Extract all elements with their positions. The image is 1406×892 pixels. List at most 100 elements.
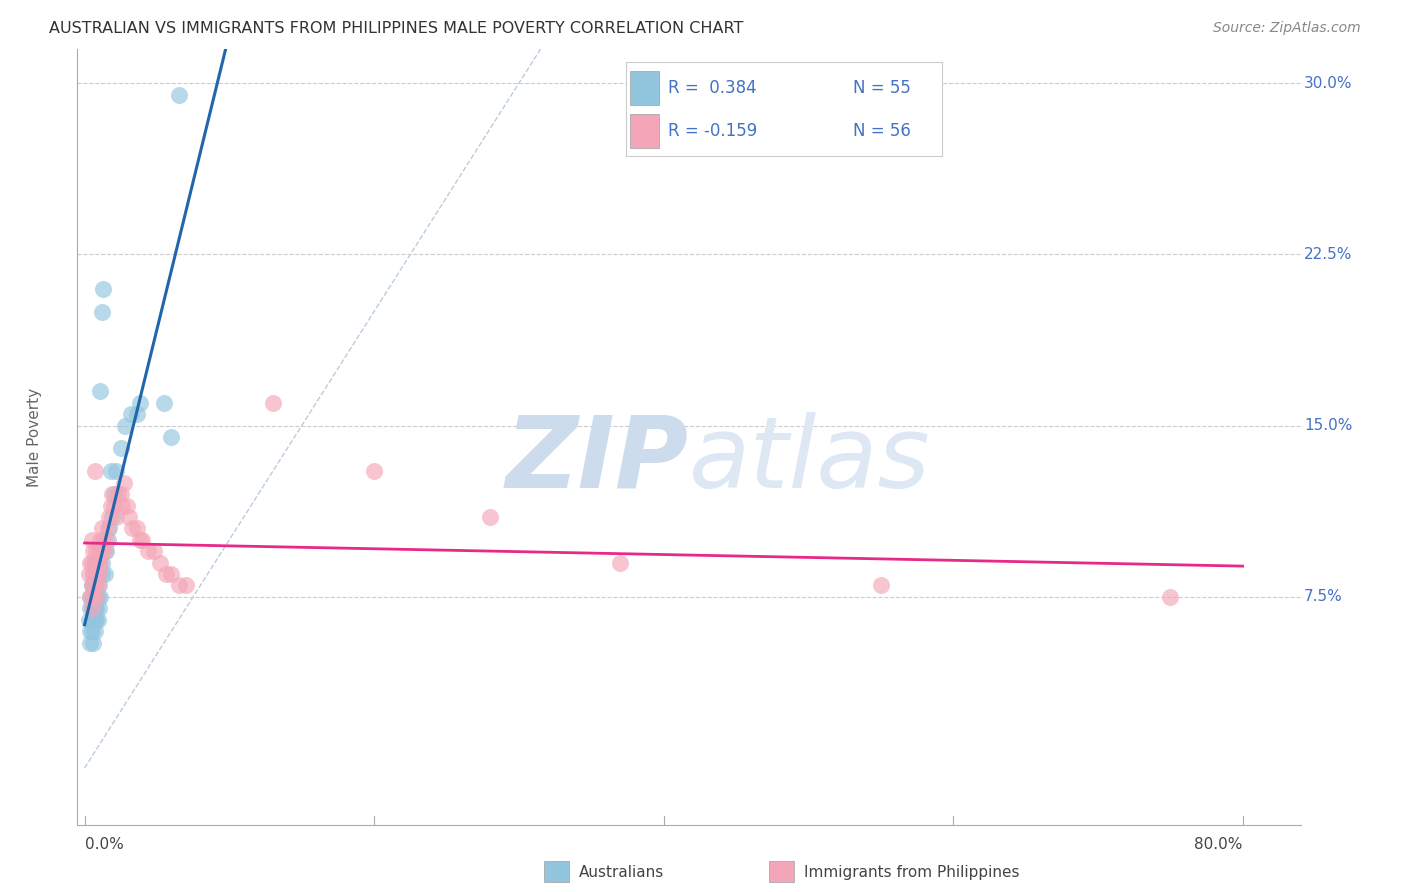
Point [79,635,101,649]
Point [125,407,148,421]
Text: Immigrants from Philippines: Immigrants from Philippines [804,865,1019,880]
Point [82,590,104,604]
Text: N = 56: N = 56 [853,122,911,140]
Bar [769,861,794,882]
Point [93,282,115,296]
Point [79,590,101,604]
Point [110,442,132,456]
Text: ZIP: ZIP [506,412,689,508]
Point [262,396,284,410]
Point [89,590,111,604]
Point [87,556,110,570]
Point [105,464,128,478]
Point [83,578,105,592]
Point [98,510,121,524]
Point [82,567,104,582]
Point [82,578,104,592]
Point [84,613,107,627]
Point [105,510,128,524]
Text: AUSTRALIAN VS IMMIGRANTS FROM PHILIPPINES MALE POVERTY CORRELATION CHART: AUSTRALIAN VS IMMIGRANTS FROM PHILIPPINE… [49,21,744,37]
Point [478,510,501,524]
Point [86,556,108,570]
Point [89,384,111,399]
Text: 0.0%: 0.0% [84,837,124,852]
Text: 30.0%: 30.0% [1305,76,1353,91]
Point [97,533,120,547]
Point [84,544,107,558]
Point [100,464,122,478]
Text: N = 55: N = 55 [853,78,911,96]
Point [84,590,107,604]
Point [125,521,148,535]
Point [128,396,150,410]
Point [80,556,103,570]
Point [107,487,129,501]
Point [84,567,107,582]
Point [79,601,101,615]
Text: R = -0.159: R = -0.159 [668,122,758,140]
Point [153,396,176,410]
Text: 22.5%: 22.5% [1305,247,1353,262]
Point [87,567,110,582]
Point [149,556,172,570]
Point [97,521,120,535]
Bar [630,114,659,148]
Point [155,567,177,582]
Point [80,533,103,547]
Point [91,567,114,582]
Point [136,544,159,558]
Point [174,578,197,592]
Point [167,87,190,102]
Point [83,464,105,478]
Point [80,578,103,592]
Point [160,430,183,444]
Point [87,578,110,592]
Point [96,544,118,558]
Text: R =  0.384: R = 0.384 [668,78,756,96]
Bar [630,70,659,104]
Text: Australians: Australians [579,865,665,880]
Point [1159,590,1181,604]
Text: Source: ZipAtlas.com: Source: ZipAtlas.com [1213,21,1361,36]
Point [128,533,150,547]
Point [110,487,132,501]
Point [93,533,115,547]
Point [84,601,107,615]
Point [131,533,153,547]
Point [120,407,142,421]
Point [101,487,124,501]
Point [82,544,104,558]
Text: atlas: atlas [689,412,931,508]
Point [91,304,114,318]
Point [86,567,108,582]
Point [83,578,105,592]
Point [83,601,105,615]
Point [80,590,103,604]
Point [118,510,141,524]
Point [94,567,117,582]
Point [103,499,125,513]
Point [93,544,115,558]
Point [86,578,108,592]
Point [80,613,103,627]
Text: 15.0%: 15.0% [1305,418,1353,434]
Point [112,475,135,490]
Point [83,624,105,639]
Point [363,464,385,478]
Point [84,567,107,582]
Point [87,601,110,615]
Point [91,556,114,570]
Point [91,544,114,558]
Point [89,556,111,570]
Point [80,578,103,592]
Point [100,499,122,513]
Point [89,533,111,547]
Point [111,499,134,513]
Point [82,635,104,649]
Point [83,613,105,627]
Point [121,521,143,535]
Point [77,567,100,582]
Point [80,624,103,639]
Point [143,544,166,558]
Bar [544,861,569,882]
